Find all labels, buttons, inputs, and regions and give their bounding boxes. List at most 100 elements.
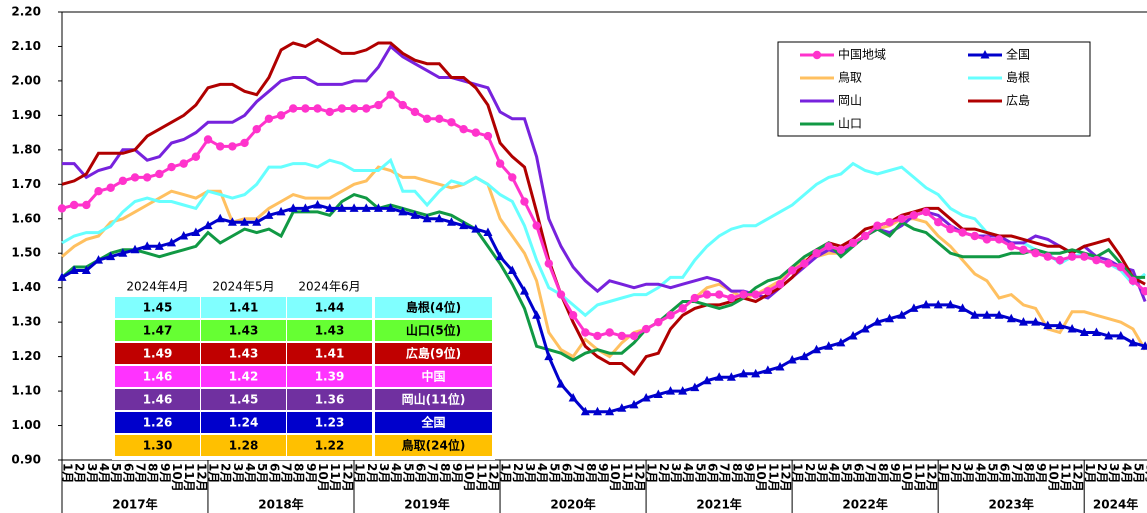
point-marker bbox=[885, 218, 894, 227]
point-marker bbox=[118, 176, 128, 186]
point-marker bbox=[1140, 286, 1147, 296]
y-tick-label: 1.80 bbox=[11, 142, 41, 156]
point-marker bbox=[678, 304, 687, 313]
y-tick-label: 1.40 bbox=[11, 280, 41, 294]
point-marker bbox=[130, 244, 140, 254]
point-marker bbox=[1128, 337, 1138, 347]
x-tick-label: 3月 bbox=[815, 463, 829, 483]
table-value: 1.43 bbox=[229, 347, 259, 361]
x-tick-label: 10月 bbox=[900, 463, 914, 492]
point-marker bbox=[909, 211, 919, 220]
point-marker bbox=[1104, 330, 1114, 340]
point-marker bbox=[1043, 320, 1053, 330]
point-marker bbox=[398, 206, 408, 216]
x-tick-label: 3月 bbox=[961, 463, 975, 483]
point-marker bbox=[264, 114, 274, 124]
point-marker bbox=[362, 104, 371, 113]
point-marker bbox=[361, 203, 371, 212]
point-marker bbox=[800, 259, 809, 268]
point-marker bbox=[678, 386, 688, 395]
x-tick-label: 8月 bbox=[876, 463, 890, 483]
point-marker bbox=[970, 231, 979, 241]
point-marker bbox=[885, 313, 895, 323]
point-marker bbox=[1104, 259, 1113, 268]
x-tick-label: 11月 bbox=[182, 463, 196, 492]
point-marker bbox=[337, 203, 347, 212]
table-value: 1.45 bbox=[143, 301, 173, 315]
table-cell bbox=[201, 297, 286, 318]
table-cell bbox=[201, 366, 286, 387]
point-marker bbox=[775, 361, 785, 371]
table-cell bbox=[287, 320, 372, 341]
point-marker bbox=[325, 107, 334, 117]
point-marker bbox=[933, 299, 943, 309]
point-marker bbox=[593, 331, 602, 341]
series-line bbox=[61, 165, 1147, 359]
point-marker bbox=[580, 406, 590, 416]
table-header: 2024年4月 bbox=[126, 280, 188, 294]
x-tick-label: 2月 bbox=[949, 463, 963, 483]
point-marker bbox=[94, 187, 103, 196]
point-marker bbox=[556, 379, 566, 388]
point-marker bbox=[154, 241, 164, 250]
point-marker bbox=[167, 237, 177, 247]
x-tick-label: 11月 bbox=[766, 463, 780, 492]
point-marker bbox=[410, 107, 420, 117]
x-tick-label: 7月 bbox=[1010, 463, 1024, 483]
x-tick-label: 10月 bbox=[462, 463, 476, 492]
table-value: 1.41 bbox=[315, 347, 345, 361]
point-marker bbox=[532, 221, 541, 230]
point-marker bbox=[970, 310, 980, 319]
point-marker bbox=[215, 213, 225, 223]
x-tick-label: 1月 bbox=[207, 463, 221, 483]
year-label: 2017年 bbox=[112, 497, 157, 512]
point-marker bbox=[1092, 255, 1101, 265]
legend-label: 山口 bbox=[838, 117, 862, 131]
point-marker bbox=[666, 311, 675, 320]
x-tick-label: 7月 bbox=[718, 463, 732, 483]
x-tick-label: 4月 bbox=[389, 463, 403, 483]
x-tick-label: 5月 bbox=[985, 463, 999, 483]
x-tick-label: 5月 bbox=[401, 463, 415, 483]
legend-box bbox=[777, 41, 1091, 137]
point-marker bbox=[446, 217, 456, 226]
table-label: 中国 bbox=[421, 369, 445, 384]
year-label: 2021年 bbox=[696, 497, 741, 512]
point-marker bbox=[301, 104, 310, 113]
point-marker bbox=[434, 213, 444, 223]
x-tick-label: 2月 bbox=[219, 463, 233, 483]
x-tick-label: 1月 bbox=[1083, 463, 1097, 483]
table-value: 1.23 bbox=[315, 416, 345, 430]
point-marker bbox=[836, 245, 846, 254]
point-marker bbox=[629, 331, 639, 341]
point-marker bbox=[203, 135, 213, 144]
x-tick-label: 4月 bbox=[97, 463, 111, 483]
table-value: 1.43 bbox=[229, 324, 259, 338]
table-cell bbox=[201, 389, 286, 410]
point-marker bbox=[714, 290, 724, 299]
year-label: 2019年 bbox=[404, 497, 449, 512]
point-marker bbox=[276, 206, 286, 216]
x-tick-label: 8月 bbox=[438, 463, 452, 483]
y-tick-label: 1.70 bbox=[11, 177, 41, 191]
point-marker bbox=[276, 111, 286, 120]
point-marker bbox=[848, 330, 858, 340]
point-marker bbox=[216, 142, 225, 151]
point-marker bbox=[739, 290, 748, 299]
point-marker bbox=[860, 324, 870, 333]
point-marker bbox=[958, 228, 967, 237]
table-header: 2024年5月 bbox=[212, 280, 274, 294]
point-marker bbox=[227, 217, 237, 226]
point-marker bbox=[483, 131, 493, 141]
x-tick-label: 5月 bbox=[109, 463, 123, 483]
table-value: 1.43 bbox=[315, 324, 345, 338]
point-marker bbox=[775, 280, 785, 289]
legend-label: 広島 bbox=[1006, 93, 1030, 108]
x-tick-label: 9月 bbox=[888, 463, 902, 483]
table-value: 1.36 bbox=[315, 393, 345, 407]
table-cell bbox=[287, 343, 372, 364]
x-tick-label: 6月 bbox=[121, 463, 135, 483]
x-tick-label: 5月 bbox=[839, 463, 853, 483]
point-marker bbox=[726, 372, 736, 381]
